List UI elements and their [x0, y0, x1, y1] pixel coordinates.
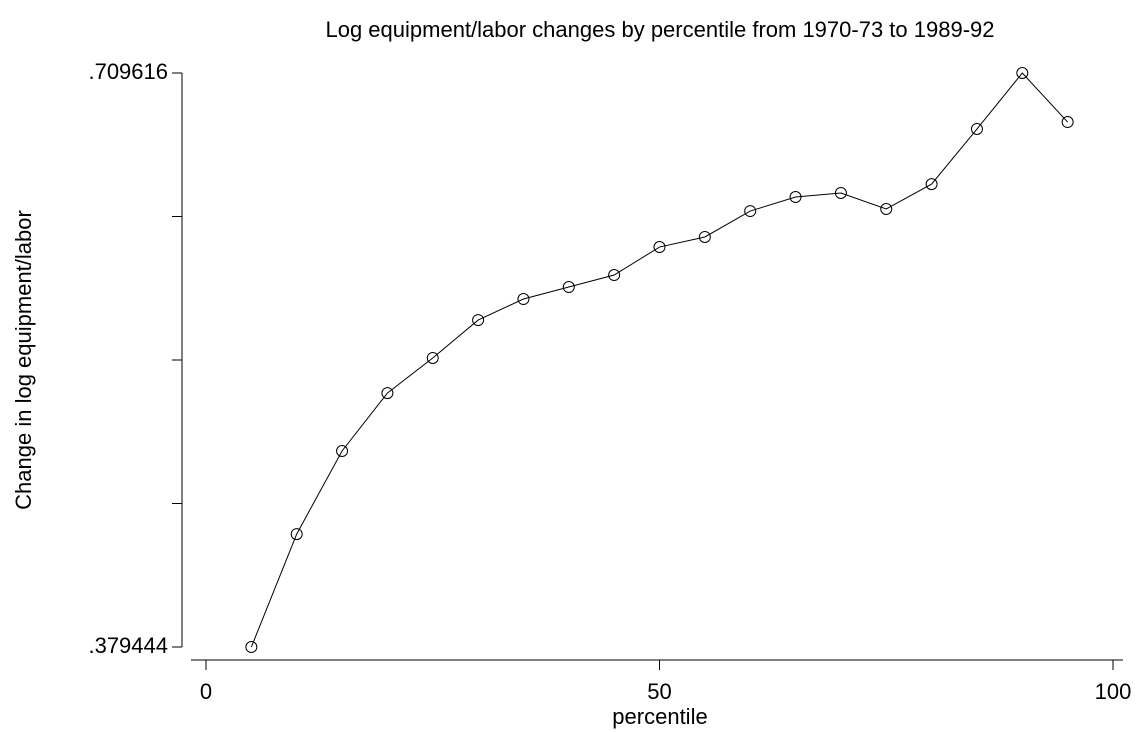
y-axis-label: Change in log equipment/labor: [11, 210, 36, 510]
data-point: [290, 528, 303, 541]
data-point: [1061, 116, 1074, 129]
x-tick-label: 50: [647, 679, 671, 704]
data-point: [517, 293, 530, 306]
data-point: [426, 351, 439, 364]
data-point: [381, 387, 394, 400]
data-point: [1016, 67, 1029, 79]
data-point: [472, 314, 485, 327]
data-point: [245, 641, 258, 653]
data-point: [880, 202, 893, 215]
y-tick-label: .709616: [88, 59, 168, 84]
x-tick-label: 0: [200, 679, 212, 704]
chart-title: Log equipment/labor changes by percentil…: [325, 17, 994, 42]
data-point: [834, 186, 847, 199]
data-point: [698, 230, 711, 243]
data-point: [562, 281, 575, 294]
y-tick-label: .379444: [88, 633, 168, 658]
data-point: [608, 269, 621, 282]
data-point: [925, 178, 938, 191]
data-point: [336, 444, 349, 457]
data-point: [744, 205, 757, 218]
data-line: [250, 72, 1069, 648]
x-axis-label: percentile: [612, 704, 707, 729]
data-point: [653, 241, 666, 254]
data-point: [789, 190, 802, 203]
data-point: [970, 123, 983, 136]
x-tick-label: 100: [1095, 679, 1132, 704]
